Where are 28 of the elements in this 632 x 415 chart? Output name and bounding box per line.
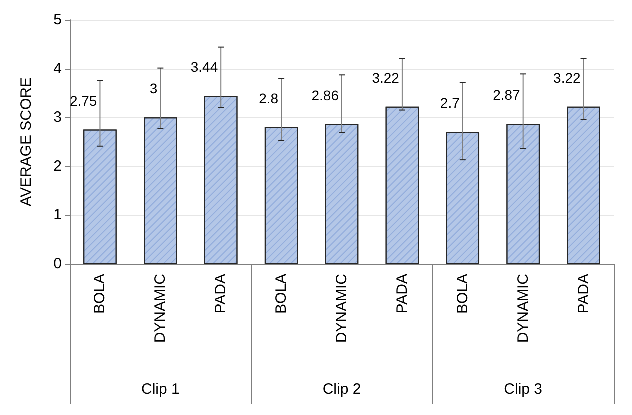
y-tick-label: 3 xyxy=(54,109,62,126)
data-label: 3.22 xyxy=(554,70,581,86)
x-tick-label: DYNAMIC xyxy=(152,274,170,344)
data-label: 2.7 xyxy=(440,95,460,112)
x-tick-label: BOLA xyxy=(92,274,109,314)
y-tick-label: 0 xyxy=(54,256,62,272)
data-label: 3.44 xyxy=(190,59,218,76)
text: Clip 2 xyxy=(322,381,362,398)
text: Clip 3 xyxy=(504,381,543,398)
y-tick-label: 5 xyxy=(54,12,62,28)
data-label: 2.8 xyxy=(259,90,279,106)
data-label: 2.87 xyxy=(493,86,521,103)
x-tick-label: DYNAMIC xyxy=(514,274,532,344)
x-tick-label: DYNAMIC xyxy=(334,274,350,344)
x-tick-label: PADA xyxy=(212,274,230,314)
y-tick-label: 2 xyxy=(54,158,62,175)
data-label: 3 xyxy=(150,80,158,97)
x-tick-label: PADA xyxy=(394,274,411,314)
x-tick-label: PADA xyxy=(575,274,592,314)
y-tick-label: 4 xyxy=(54,60,62,78)
text: Clip 1 xyxy=(141,381,180,398)
data-label: 2.75 xyxy=(70,92,98,109)
x-tick-label: BOLA xyxy=(273,274,290,314)
y-tick-label: 1 xyxy=(54,206,62,224)
data-label: 2.86 xyxy=(312,87,340,104)
y-axis-title: AVERAGE SCORE xyxy=(18,78,35,206)
x-tick-label: BOLA xyxy=(454,274,472,314)
data-label: 3.22 xyxy=(372,70,400,86)
